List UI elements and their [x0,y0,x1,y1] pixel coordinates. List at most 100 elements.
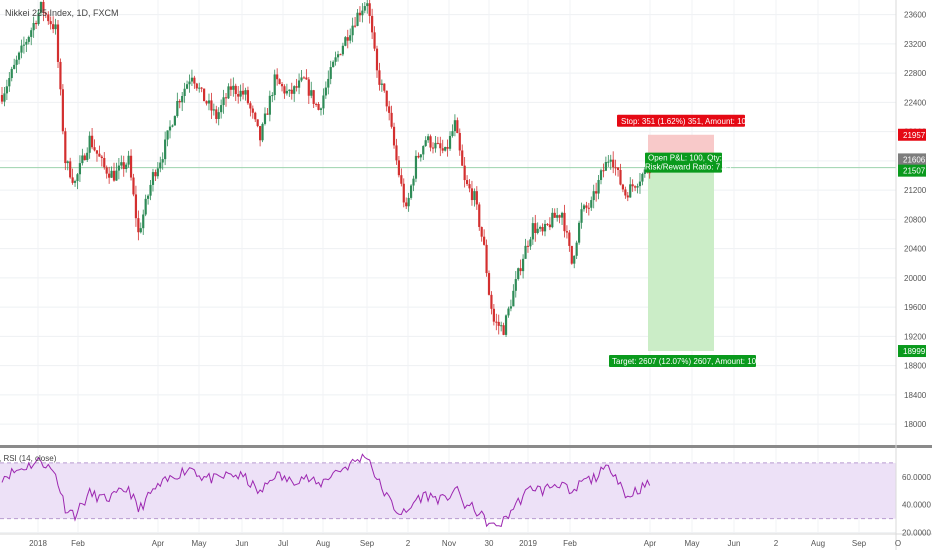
candle-body [22,44,26,46]
candle-body [290,89,293,94]
candle-body [414,155,418,179]
candle-body [312,90,315,104]
candle-body [509,306,513,309]
candle-body [115,170,118,181]
candle-body [254,112,257,120]
candle-body [534,223,537,233]
candle-body [78,163,82,175]
time-tick-label: Sep [852,539,867,548]
candle-body [631,184,634,187]
candle-body [249,103,252,109]
candle-body [543,223,547,232]
candle-body [551,212,554,228]
candle-body [276,74,279,80]
candle-body [456,120,459,133]
candle-body [142,214,145,229]
candle-body [558,215,561,218]
candle-body [8,78,11,87]
candle-body [117,165,120,171]
candle-body [90,135,94,148]
candle-body [468,184,471,189]
candle-body [529,239,532,247]
candle-body [419,154,422,158]
candle-body [458,132,461,151]
candle-body [329,67,332,79]
candle-body [322,95,325,109]
candle-body [185,84,189,89]
target-zone [648,167,714,352]
price-tick-label: 18800 [904,362,927,371]
candle-body [15,59,18,65]
price-pane[interactable] [0,0,896,446]
candle-body [485,244,488,274]
candle-body [47,14,50,22]
candle-body [582,205,586,210]
candle-body [375,48,379,71]
rsi-tick-label: 60.0000 [902,473,931,482]
candle-body [37,12,40,25]
candle-body [181,95,184,103]
candle-body [616,167,620,170]
price-tick-label: 21200 [904,186,927,195]
candle-body [580,209,583,223]
candle-body [149,184,152,196]
candle-body [519,268,522,272]
candle-body [217,112,220,119]
candle-body [266,113,269,115]
candle-body [344,37,347,46]
price-tick-label: 18000 [904,420,927,429]
candle-body [263,113,267,124]
rsi-band-fill [0,462,896,519]
time-tick-label: Apr [644,539,657,548]
candle-body [341,45,344,55]
candle-body [634,186,637,188]
price-tick-label: 23600 [904,11,927,20]
candle-body [251,108,254,113]
candle-body [300,77,303,81]
rsi-axis[interactable]: 60.0000 40.0000 20.0000 [902,473,931,538]
price-tick-label: 23200 [904,40,927,49]
candle-body [166,130,169,140]
candle-body [105,167,108,174]
candle-body [407,197,410,207]
candle-body [10,68,13,79]
candle-body [32,23,35,31]
pane-separator[interactable] [0,445,932,448]
candle-body [397,160,401,176]
candle-body [54,24,57,30]
rsi-line [1,453,651,528]
risk-reward-label: Risk/Reward Ratio: 7.43 [645,163,732,172]
price-axis[interactable]: 2360023200228002240022000216002120020800… [904,11,927,429]
candle-body [395,145,398,161]
candle-body [585,205,588,208]
candle-body [346,37,349,41]
candle-body [624,189,627,196]
time-tick-label: May [191,539,206,548]
position-tool[interactable] [0,134,896,352]
candle-body [151,172,155,185]
candles [0,0,651,338]
candle-body [49,21,52,25]
candle-body [295,86,298,88]
candle-body [207,100,211,104]
candle-body [173,116,176,126]
candle-body [487,273,491,295]
candle-body [110,170,113,178]
candle-body [465,180,469,185]
candle-body [315,103,318,105]
candle-body [349,35,352,41]
candle-body [383,83,386,91]
candle-body [402,183,405,203]
candle-body [3,93,6,102]
candle-body [417,155,420,158]
candle-body [203,88,206,102]
candle-body [334,57,337,62]
price-tick-label: 19600 [904,303,927,312]
rsi-title: , RSI (14, close) [0,454,57,463]
candle-body [424,140,427,147]
candle-body [156,168,159,177]
time-axis[interactable]: 2018 Feb Apr May Jun Jul Aug Sep 2 Nov 30 2019 Feb Ap… [29,539,901,548]
time-tick-label: O [895,539,901,548]
candle-body [638,181,642,187]
